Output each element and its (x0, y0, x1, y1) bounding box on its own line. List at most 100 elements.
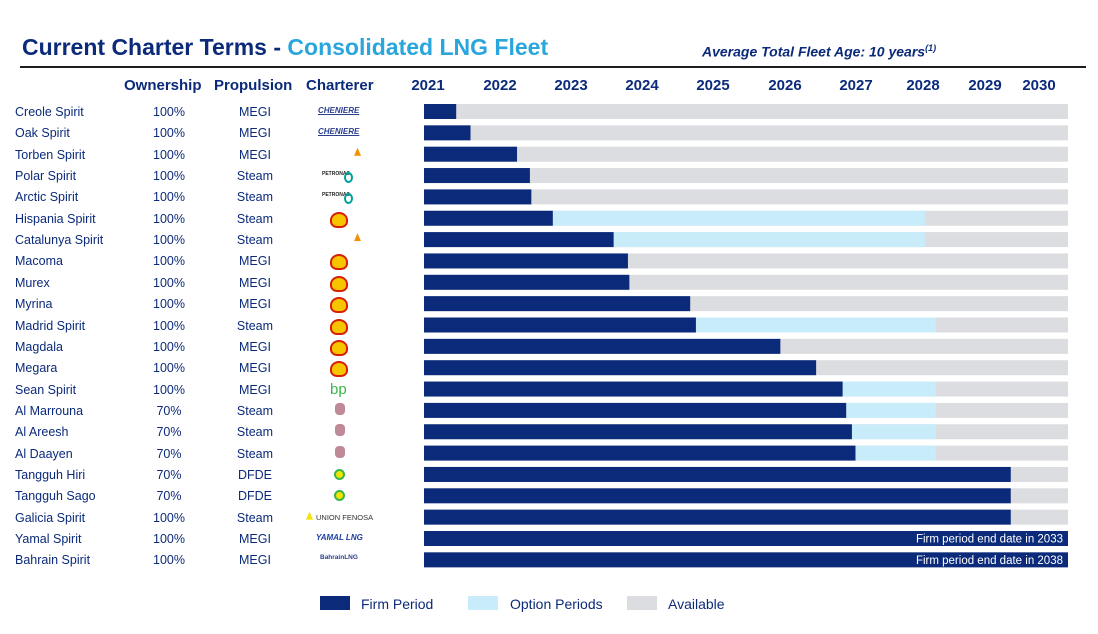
vessel-name: Hispania Spirit (15, 211, 96, 226)
ownership-value: 100% (153, 147, 185, 162)
ownership-value: 100% (153, 211, 185, 226)
vessel-name: Oak Spirit (15, 126, 70, 141)
column-header-propulsion: Propulsion (214, 77, 293, 94)
shell-icon (330, 318, 348, 335)
charterer-name: PETRONAS (322, 192, 350, 199)
vessel-name: Myrina (15, 297, 53, 312)
firm-bar (424, 509, 1011, 525)
charterer-name: UNION FENOSA (316, 512, 374, 522)
ownership-value: 100% (153, 532, 185, 546)
firm-bar (424, 296, 691, 312)
firm-bar (424, 189, 532, 205)
bp-logo: bp (306, 381, 370, 400)
bahrain-lng-logo: BahrainLNG (306, 552, 370, 570)
firm-bar (424, 552, 1068, 568)
ownership-value: 70% (156, 489, 182, 504)
vessel-name: Madrid Spirit (15, 318, 86, 333)
ownership-value: 100% (153, 297, 185, 312)
propulsion-value: Steam (236, 211, 274, 226)
charterer-name: BahrainLNG (320, 554, 358, 562)
propulsion-value: Steam (236, 446, 274, 461)
year-tick-label: 2027 (839, 77, 873, 94)
legend-swatch-available (627, 596, 657, 610)
petronas-icon (344, 172, 353, 184)
propulsion-value: MEGI (239, 532, 271, 546)
propulsion-value: Steam (236, 233, 274, 248)
ownership-value: 70% (156, 403, 182, 418)
firm-bar (424, 274, 630, 290)
available-bar (424, 189, 1068, 205)
ownership-value: 100% (153, 233, 185, 248)
option-bar (613, 232, 925, 248)
ownership-value: 100% (153, 169, 185, 184)
year-tick-label: 2022 (483, 77, 517, 94)
bp-helios-icon (334, 468, 345, 480)
vessel-name: Creole Spirit (15, 105, 84, 119)
vessel-name: Al Daayen (15, 446, 73, 461)
qatar-logo (306, 424, 370, 442)
charterer-name: CHENIERE (318, 106, 360, 115)
available-bar (424, 168, 1068, 184)
ownership-value: 100% (153, 190, 185, 205)
legend-swatch-firm (320, 596, 350, 610)
firm-bar (424, 381, 843, 397)
ownership-value: 100% (153, 361, 185, 376)
propulsion-value: Steam (236, 190, 274, 205)
petronas-icon (344, 193, 353, 205)
title-main: Current Charter Terms - (22, 34, 288, 60)
year-tick-label: 2023 (554, 77, 588, 94)
column-header-ownership: Ownership (124, 77, 202, 94)
firm-bar (424, 360, 817, 376)
ownership-value: 100% (153, 553, 185, 568)
ownership-value: 100% (153, 105, 185, 119)
title-accent: Consolidated LNG Fleet (287, 34, 549, 60)
firm-bar (424, 168, 530, 184)
vessel-name: Megara (15, 361, 58, 376)
charterer-name: CHENIERE (318, 127, 360, 137)
shell-logo (306, 360, 370, 378)
propulsion-value: MEGI (239, 382, 271, 397)
vessel-name: Al Marrouna (15, 403, 84, 418)
ownership-value: 70% (156, 446, 182, 461)
legend-label-firm: Firm Period (361, 596, 434, 612)
option-bar (851, 424, 936, 440)
shell-logo (306, 253, 370, 271)
fleet-age-text: Average Total Fleet Age: 10 years (702, 43, 926, 60)
shell-logo (306, 296, 370, 314)
fleet-age-note: Average Total Fleet Age: 10 years(1) (702, 43, 936, 60)
qatar-logo (306, 445, 370, 464)
shell-icon (330, 339, 348, 356)
gas-natural-fenosa-icon (354, 233, 361, 242)
petronas-logo: PETRONAS (306, 189, 370, 207)
year-tick-label: 2024 (625, 77, 659, 94)
charterer-name: PETRONAS (322, 171, 350, 178)
ownership-value: 100% (153, 339, 185, 354)
firm-bar (424, 210, 553, 226)
firm-bar (424, 402, 847, 418)
vessel-name: Catalunya Spirit (15, 233, 104, 248)
fleet-age-footnote: (1) (925, 43, 937, 53)
shell-icon (330, 254, 348, 271)
charterer-name: YAMAL LNG (316, 533, 363, 542)
firm-bar (424, 531, 1068, 546)
propulsion-value: Steam (236, 318, 274, 333)
vessel-name: Murex (15, 275, 50, 290)
option-bar (855, 445, 936, 461)
year-tick-label: 2021 (411, 77, 445, 94)
gas-natural-fenosa-logo (306, 147, 370, 165)
column-header-charterer: Charterer (306, 77, 374, 94)
firm-bar (424, 466, 1011, 482)
vessel-name: Tangguh Sago (15, 489, 96, 504)
firm-bar (424, 253, 628, 269)
propulsion-value: Steam (236, 169, 274, 184)
qatar-icon (335, 445, 345, 458)
propulsion-value: MEGI (239, 254, 271, 269)
qatar-icon (335, 424, 345, 437)
gas-natural-fenosa-icon (354, 147, 361, 156)
legend-swatch-option (468, 596, 498, 610)
legend-label-available: Available (668, 596, 725, 612)
title-divider (20, 66, 1086, 68)
firm-bar (424, 125, 471, 141)
option-bar (552, 210, 925, 226)
shell-logo (306, 275, 370, 293)
